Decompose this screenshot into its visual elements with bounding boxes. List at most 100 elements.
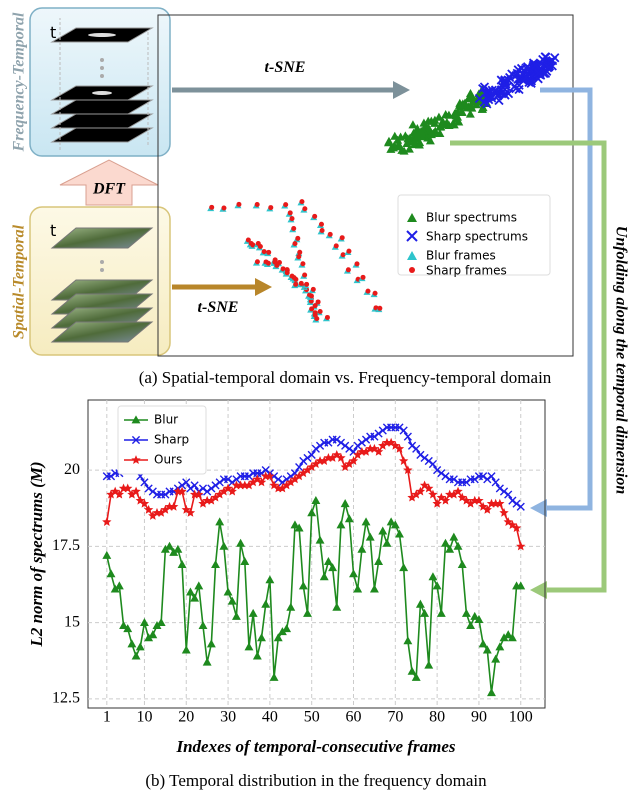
tsne-marker bbox=[304, 282, 309, 287]
data-point bbox=[195, 491, 202, 498]
data-point bbox=[354, 585, 361, 591]
data-point bbox=[358, 439, 365, 446]
data-point bbox=[254, 653, 261, 659]
data-point bbox=[212, 561, 219, 567]
data-point bbox=[258, 634, 265, 640]
tsne-marker bbox=[209, 205, 214, 210]
tsne-marker bbox=[290, 216, 295, 221]
data-point bbox=[442, 473, 449, 480]
data-point bbox=[187, 589, 194, 595]
tsne-marker bbox=[283, 202, 288, 207]
data-point bbox=[337, 439, 344, 446]
tsne-marker bbox=[334, 243, 339, 248]
data-point bbox=[408, 668, 415, 674]
data-point bbox=[103, 518, 110, 525]
tsne-marker bbox=[361, 275, 366, 280]
data-point bbox=[304, 610, 311, 616]
data-point bbox=[496, 485, 503, 492]
data-point bbox=[270, 674, 277, 680]
data-point bbox=[116, 582, 123, 588]
data-point bbox=[103, 552, 110, 558]
y-tick-label: 12.5 bbox=[52, 690, 80, 707]
data-point bbox=[199, 485, 206, 492]
data-point bbox=[421, 454, 428, 461]
arrow-head bbox=[530, 581, 547, 599]
data-point bbox=[375, 430, 382, 437]
tsne-marker bbox=[285, 270, 290, 275]
spatial-label: Spatial-Temporal bbox=[11, 224, 28, 339]
tsne-marker bbox=[258, 244, 263, 249]
data-point bbox=[183, 646, 190, 652]
unfolding-label: Unfolding along the temporal dimension bbox=[612, 226, 629, 495]
y-tick-label: 17.5 bbox=[52, 537, 80, 554]
t-axis-label: t bbox=[50, 23, 56, 42]
data-point bbox=[362, 518, 369, 524]
data-point bbox=[204, 488, 211, 495]
x-tick-label: 70 bbox=[387, 709, 403, 726]
data-point bbox=[325, 558, 332, 564]
data-point bbox=[421, 610, 428, 616]
data-point bbox=[509, 497, 516, 504]
data-point bbox=[316, 537, 323, 543]
tsne-marker bbox=[266, 261, 271, 266]
data-point bbox=[245, 643, 252, 649]
tsne-marker bbox=[296, 254, 301, 259]
legend-label: Sharp frames bbox=[426, 264, 507, 278]
data-point bbox=[492, 479, 499, 486]
tsne-marker bbox=[373, 291, 378, 296]
y-tick-label: 15 bbox=[64, 613, 80, 630]
data-point bbox=[312, 497, 319, 503]
x-tick-label: 90 bbox=[471, 709, 487, 726]
tsne-marker bbox=[320, 228, 325, 233]
data-point bbox=[237, 540, 244, 546]
data-point bbox=[133, 488, 140, 495]
data-point bbox=[170, 503, 177, 510]
data-point bbox=[438, 610, 445, 616]
tsne-marker bbox=[255, 259, 260, 264]
tsne-marker bbox=[311, 287, 316, 292]
arrow-head bbox=[393, 81, 410, 99]
x-tick-label: 50 bbox=[304, 709, 320, 726]
tsne-marker bbox=[297, 250, 302, 255]
tsne-marker bbox=[299, 199, 304, 204]
data-point bbox=[308, 509, 315, 515]
tsne-marker bbox=[288, 210, 293, 215]
figure: t Frequency-Temporal DFT t Spatial-Tempo… bbox=[0, 0, 633, 797]
data-point bbox=[312, 445, 319, 452]
data-point bbox=[484, 476, 491, 483]
caption: (b) Temporal distribution in the frequen… bbox=[145, 771, 487, 790]
tsne-marker bbox=[293, 282, 298, 287]
legend-label: Sharp spectrums bbox=[426, 230, 528, 244]
tsne-marker bbox=[295, 236, 300, 241]
tsne-label: t-SNE bbox=[198, 299, 239, 316]
data-point bbox=[404, 433, 411, 440]
tsne-marker bbox=[255, 202, 260, 207]
x-tick-label: 10 bbox=[136, 709, 152, 726]
data-point bbox=[450, 534, 457, 540]
data-point bbox=[195, 582, 202, 588]
x-axis-label: Indexes of temporal-consecutive frames bbox=[175, 737, 455, 756]
data-point bbox=[208, 485, 215, 492]
tsne-marker bbox=[292, 241, 297, 246]
data-point bbox=[500, 488, 507, 495]
data-point bbox=[204, 659, 211, 665]
legend-label: Blur spectrums bbox=[426, 211, 517, 225]
data-point bbox=[463, 610, 470, 616]
data-point bbox=[379, 427, 386, 434]
data-point bbox=[434, 582, 441, 588]
tsne-marker bbox=[355, 261, 360, 266]
arrow bbox=[540, 90, 590, 508]
data-point bbox=[404, 467, 411, 474]
data-point bbox=[304, 454, 311, 461]
data-point bbox=[216, 518, 223, 524]
data-point bbox=[371, 585, 378, 591]
data-point bbox=[342, 500, 349, 506]
x-tick-label: 1 bbox=[103, 709, 111, 726]
data-point bbox=[187, 485, 194, 492]
data-point bbox=[337, 521, 344, 527]
data-point bbox=[400, 457, 407, 464]
data-point bbox=[438, 470, 445, 477]
tsne-marker bbox=[302, 206, 307, 211]
data-point bbox=[233, 613, 240, 619]
data-point bbox=[179, 488, 186, 495]
